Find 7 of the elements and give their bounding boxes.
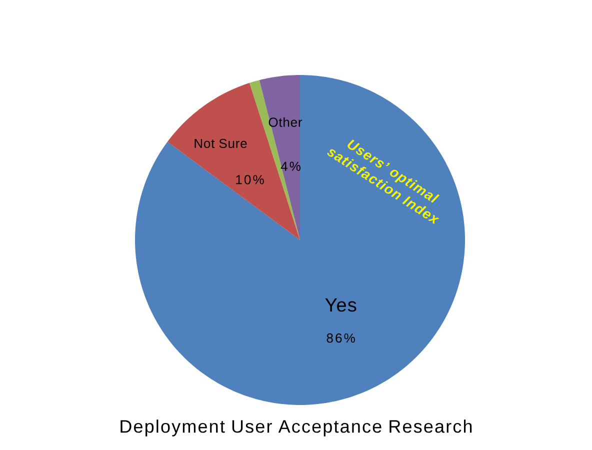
slice-label: Other <box>268 117 302 127</box>
data-label: 10% <box>236 175 264 184</box>
text: Deployment User Acceptance Research <box>120 420 472 436</box>
slice-label: Not Sure <box>194 138 247 148</box>
slice-label: Yes <box>325 298 356 312</box>
data-label: 86% <box>326 333 355 343</box>
data-label: 4% <box>280 162 300 171</box>
